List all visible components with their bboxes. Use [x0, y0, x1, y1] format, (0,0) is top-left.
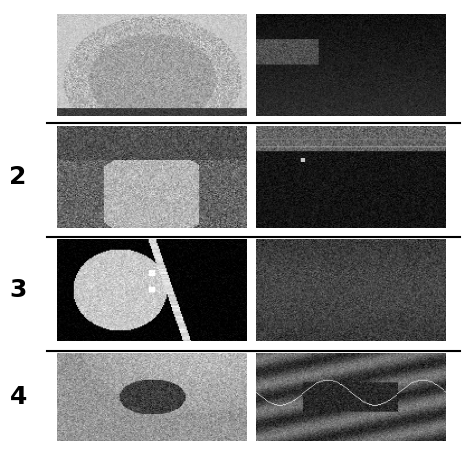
Text: 4: 4: [9, 385, 27, 409]
Text: 3: 3: [9, 278, 27, 302]
Text: 2: 2: [9, 164, 27, 189]
